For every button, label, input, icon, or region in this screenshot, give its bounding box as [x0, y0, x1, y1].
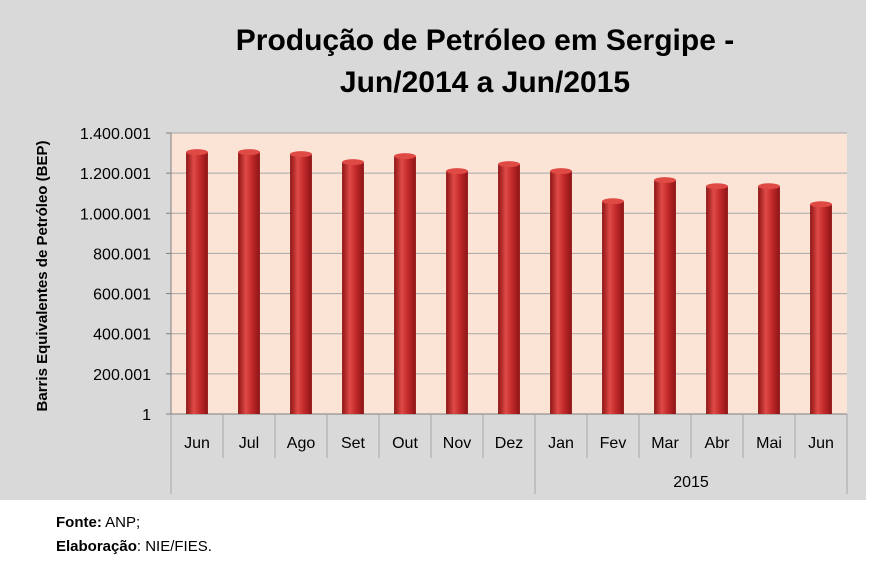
chart-area: Produção de Petróleo em Sergipe - Jun/201…	[0, 0, 866, 500]
x-tick-label: Mai	[756, 435, 782, 452]
bar	[550, 171, 572, 414]
bar-cap	[550, 168, 572, 175]
bar	[446, 171, 468, 414]
chart-footer: Fonte: ANP; Elaboração: NIE/FIES.	[56, 511, 212, 559]
x-tick-label: Fev	[600, 435, 627, 452]
bar-cap	[342, 159, 364, 166]
y-tick-label: 600.001	[93, 287, 151, 304]
y-tick-label: 400.001	[93, 327, 151, 344]
x-tick-label: Ago	[287, 435, 316, 452]
y-tick-label: 1	[142, 407, 151, 424]
chart-title-line-2: Jun/2014 a Jun/2015	[340, 66, 630, 99]
y-tick-label: 1.400.001	[80, 126, 151, 143]
bar-cap	[706, 183, 728, 190]
x-tick-label: Mar	[651, 435, 679, 452]
bar	[186, 152, 208, 414]
bar	[394, 156, 416, 414]
source-line: Fonte: ANP;	[56, 511, 212, 535]
y-tick-label: 800.001	[93, 246, 151, 263]
credit-label: Elaboração	[56, 538, 137, 555]
x-tick-label: Out	[392, 435, 418, 452]
x-tick-label: Nov	[443, 435, 471, 452]
y-tick-label: 1.200.001	[80, 166, 151, 183]
bar	[498, 164, 520, 414]
credit-value: : NIE/FIES.	[136, 538, 212, 555]
x-tick-label: Jul	[239, 435, 259, 452]
bar	[758, 186, 780, 414]
bar-cap	[446, 168, 468, 175]
bar	[238, 152, 260, 414]
bar-cap	[810, 201, 832, 208]
x-tick-label: Jan	[548, 435, 574, 452]
credit-line: Elaboração: NIE/FIES.	[56, 535, 212, 559]
bar	[290, 154, 312, 414]
y-axis-label: Barris Equivalentes de Petróleo (BEP)	[34, 141, 51, 412]
bar-cap	[498, 161, 520, 168]
year-group-label: 2015	[673, 474, 709, 491]
bar	[654, 180, 676, 414]
bar	[342, 162, 364, 414]
bar-cap	[654, 177, 676, 184]
chart-title-line-1: Produção de Petróleo em Sergipe -	[236, 24, 734, 57]
bar	[810, 204, 832, 414]
bar	[706, 186, 728, 414]
y-tick-label: 1.000.001	[80, 206, 151, 223]
x-tick-label: Jun	[808, 435, 834, 452]
x-tick-label: Jun	[184, 435, 210, 452]
bar-cap	[186, 149, 208, 156]
bar	[602, 201, 624, 414]
source-label: Fonte:	[56, 514, 102, 531]
bar-cap	[290, 151, 312, 158]
source-value: ANP;	[101, 514, 141, 531]
bar-chart: Produção de Petróleo em Sergipe - Jun/201…	[34, 24, 848, 494]
y-tick-label: 200.001	[93, 367, 151, 384]
bar-cap	[602, 198, 624, 205]
bar-cap	[238, 149, 260, 156]
x-tick-label: Abr	[705, 435, 731, 452]
bar-cap	[758, 183, 780, 190]
x-tick-label: Set	[341, 435, 366, 452]
bar-cap	[394, 153, 416, 160]
x-tick-label: Dez	[495, 435, 523, 452]
